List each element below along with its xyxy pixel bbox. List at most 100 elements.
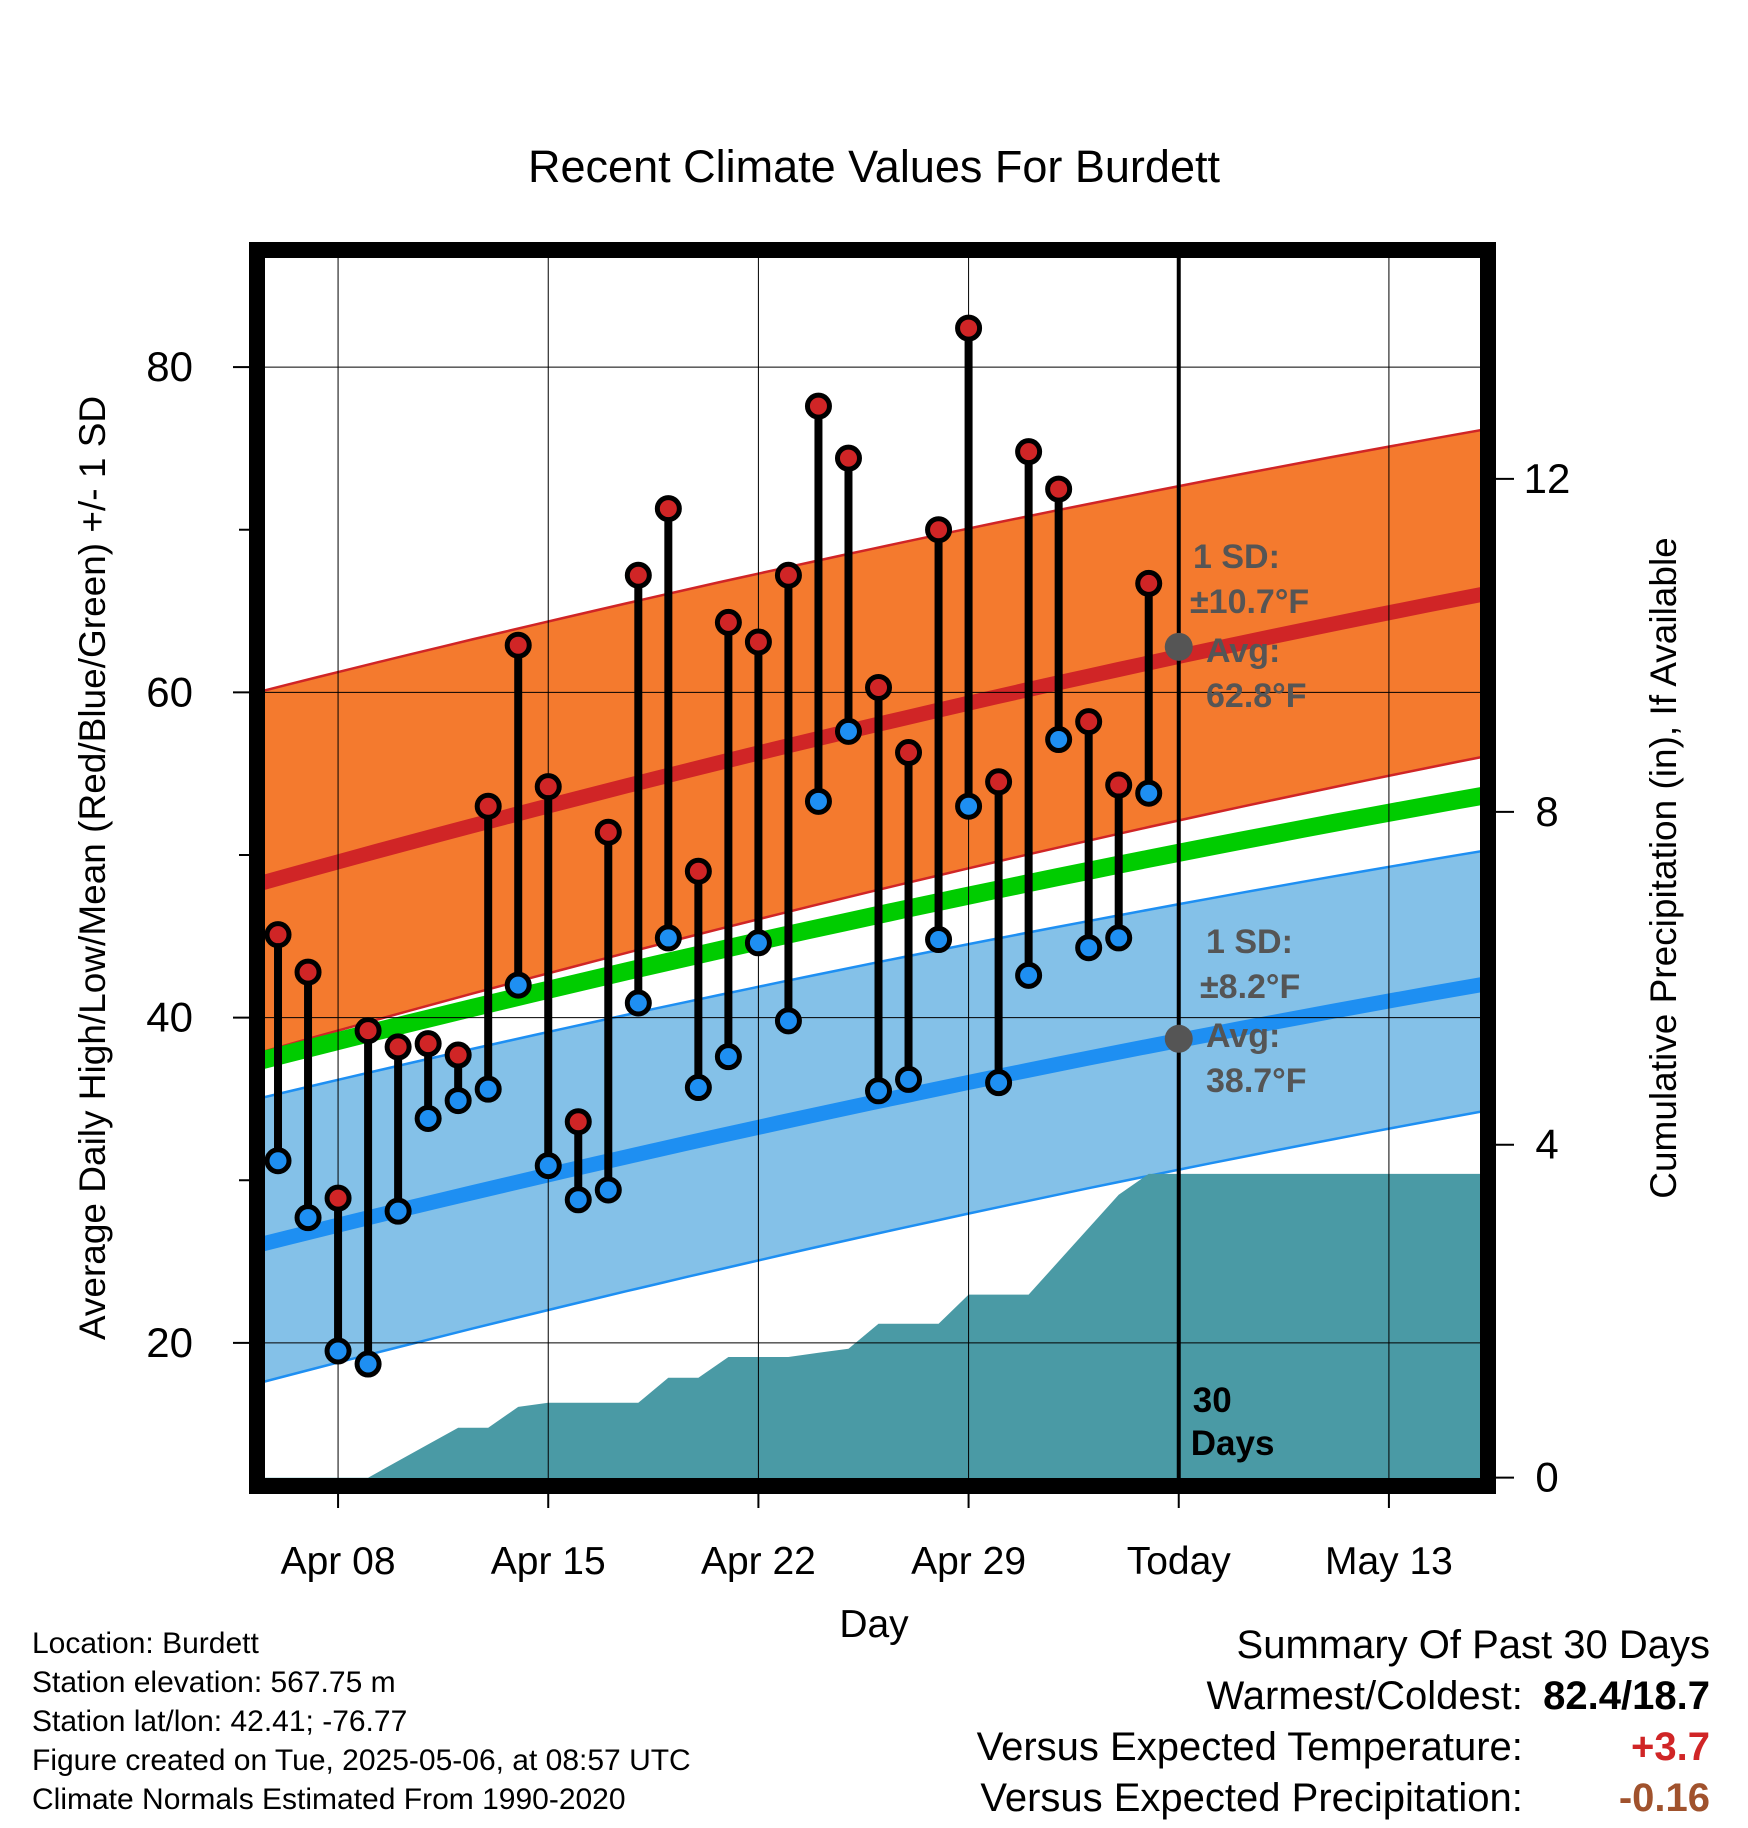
low-lower-line (257, 1109, 1488, 1385)
daily-high-point (384, 1033, 412, 1061)
elevation-text: Station elevation: 567.75 m (32, 1666, 396, 1699)
daily-high-point (865, 673, 893, 701)
high-avg-value: 62.8°F (1206, 677, 1307, 715)
high-upper-line (257, 427, 1488, 694)
daily-low-point (654, 924, 682, 952)
daily-low-point (1075, 934, 1103, 962)
warmest-value: 82.4/18.7 (1543, 1674, 1710, 1718)
y2-tick-label: 8 (1535, 788, 1558, 835)
daily-high-point (504, 631, 532, 659)
daily-high-point (895, 739, 923, 767)
daily-low-point (1015, 961, 1043, 989)
precip-anomaly-value: -0.16 (1618, 1776, 1710, 1820)
low-sd-value: ±8.2°F (1200, 968, 1300, 1006)
today-days-label: Days (1191, 1424, 1275, 1463)
daily-low-point (1105, 924, 1133, 952)
daily-low-point (594, 1176, 622, 1204)
chart-title: Recent Climate Values For Burdett (528, 141, 1220, 192)
daily-high-point (594, 818, 622, 846)
daily-low-point (444, 1087, 472, 1115)
daily-high-point (354, 1017, 382, 1045)
summary-precip-row: Versus Expected Precipitation: -0.16 (977, 1773, 1710, 1824)
daily-high-point (324, 1184, 352, 1212)
daily-high-point (264, 921, 292, 949)
location-text: Location: Burdett (32, 1627, 259, 1660)
daily-low-point (895, 1065, 923, 1093)
station-info: Location: Burdett Station elevation: 567… (32, 1624, 691, 1819)
daily-low-point (624, 989, 652, 1017)
daily-high-point (294, 958, 322, 986)
daily-low-point (354, 1350, 382, 1378)
daily-low-point (264, 1147, 292, 1175)
daily-high-point (1075, 708, 1103, 736)
mean-normal-line (257, 785, 1488, 1071)
daily-high-point (564, 1108, 592, 1136)
daily-low-point (985, 1069, 1013, 1097)
daily-high-point (925, 516, 953, 544)
temp-anomaly-value: +3.7 (1631, 1725, 1710, 1769)
daily-high-point (744, 628, 772, 656)
daily-low-point (744, 929, 772, 957)
today-count-label: 30 (1193, 1381, 1232, 1420)
created-text: Figure created on Tue, 2025-05-06, at 08… (32, 1744, 691, 1777)
daily-low-point (925, 926, 953, 954)
plot-area: 30 Days 1 SD: ±10.7°F Avg: 62.8°F 1 SD: ±8.2°F A… (72, 242, 1684, 1646)
daily-high-point (1135, 569, 1163, 597)
plot-content (257, 250, 1488, 1486)
x-tick-label: May 13 (1325, 1540, 1453, 1583)
high-lower-line (257, 754, 1488, 1055)
summary-panel: Summary Of Past 30 Days Warmest/Coldest:… (977, 1620, 1710, 1824)
high-sd-value: ±10.7°F (1190, 583, 1309, 621)
daily-high-point (714, 608, 742, 636)
y2-tick-label: 4 (1535, 1121, 1558, 1168)
x-axis-title: Day (839, 1603, 909, 1646)
daily-low-point (774, 1007, 802, 1035)
daily-high-point (534, 773, 562, 801)
latlon-text: Station lat/lon: 42.41; -76.77 (32, 1705, 408, 1738)
daily-high-point (684, 857, 712, 885)
daily-low-point (414, 1104, 442, 1132)
daily-low-point (534, 1152, 562, 1180)
normals-text: Climate Normals Estimated From 1990-2020 (32, 1783, 626, 1816)
daily-high-point (654, 495, 682, 523)
daily-low-point (1135, 779, 1163, 807)
low-sd-label: 1 SD: (1206, 923, 1293, 961)
daily-low-point (865, 1077, 893, 1105)
y-tick-label: 40 (146, 994, 193, 1041)
daily-high-point (1105, 771, 1133, 799)
y-tick-label: 80 (146, 343, 193, 390)
low-avg-value: 38.7°F (1206, 1062, 1307, 1100)
daily-low-point (1045, 726, 1073, 754)
summary-title: Summary Of Past 30 Days (1236, 1623, 1710, 1667)
y2-tick-label: 0 (1535, 1454, 1558, 1501)
high-sd-label: 1 SD: (1193, 538, 1280, 576)
x-tick-label: Apr 29 (911, 1540, 1026, 1583)
y-tick-label: 20 (146, 1319, 193, 1366)
y-axis-title: Average Daily High/Low/Mean (Red/Blue/Gr… (72, 396, 113, 1340)
daily-high-point (804, 392, 832, 420)
summary-warmest-row: Warmest/Coldest: 82.4/18.7 (977, 1671, 1711, 1722)
daily-high-point (474, 792, 502, 820)
daily-high-point (1015, 438, 1043, 466)
warmest-label: Warmest/Coldest: (1206, 1674, 1523, 1718)
daily-low-point (684, 1074, 712, 1102)
high-normal-line (257, 585, 1488, 892)
daily-low-point (504, 971, 532, 999)
plot-frame (249, 242, 1496, 1494)
daily-low-point (474, 1075, 502, 1103)
high-avg-label: Avg: (1206, 632, 1280, 670)
precip-anomaly-label: Versus Expected Precipitation: (980, 1776, 1523, 1820)
x-tick-label: Today (1127, 1540, 1232, 1583)
daily-high-point (834, 444, 862, 472)
temp-anomaly-label: Versus Expected Temperature: (976, 1725, 1523, 1769)
daily-low-point (324, 1337, 352, 1365)
daily-high-point (955, 314, 983, 342)
summary-temp-row: Versus Expected Temperature: +3.7 (977, 1722, 1710, 1773)
low-avg-label: Avg: (1206, 1017, 1280, 1055)
y2-tick-label: 12 (1524, 455, 1571, 502)
daily-high-point (985, 768, 1013, 796)
daily-low-point (564, 1186, 592, 1214)
x-tick-label: Apr 22 (701, 1540, 816, 1583)
x-tick-label: Apr 08 (281, 1540, 396, 1583)
